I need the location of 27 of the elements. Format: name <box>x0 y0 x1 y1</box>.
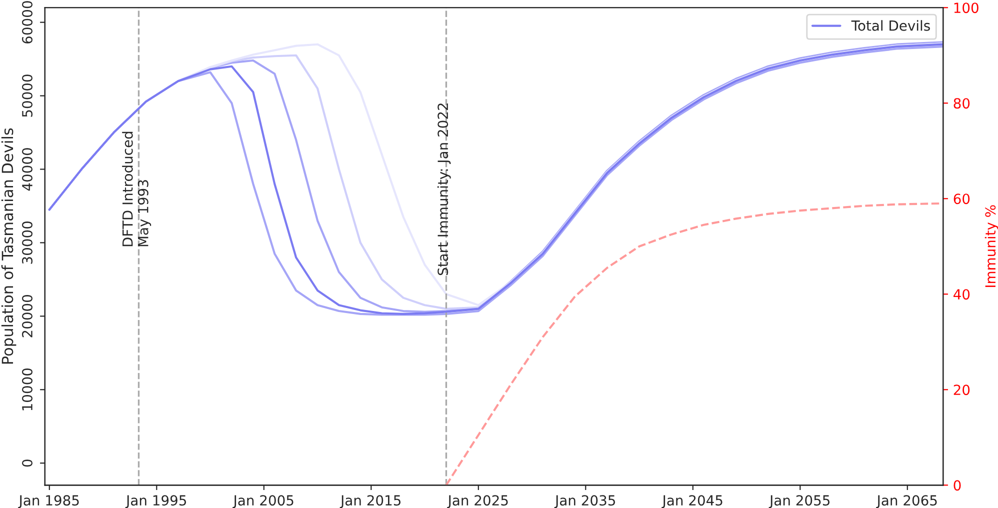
y-tick-label: 10000 <box>22 368 32 410</box>
y-tick-label: 20000 <box>22 295 32 338</box>
x-tick-label: Jan 2025 <box>447 495 508 508</box>
x-tick-label: Jan 2055 <box>768 495 830 508</box>
ref-line-label: DFTD Introduced May 1993 <box>122 132 152 246</box>
y-tick-label: 40000 <box>22 148 32 191</box>
y-tick-label: 30000 <box>22 222 32 264</box>
y2-tick-label: 40 <box>954 289 970 300</box>
x-tick-label: Jan 2015 <box>340 495 401 508</box>
y2-tick-label: 100 <box>954 2 978 14</box>
y2-tick-label: 60 <box>954 194 970 204</box>
y2-tick-label: 80 <box>954 98 970 109</box>
ref-line-label: Start Immunity: Jan 2022 <box>437 104 451 276</box>
y2-tick-label: 0 <box>954 480 961 491</box>
x-tick-label: Jan 2035 <box>554 495 616 508</box>
y2-tick-label: 20 <box>954 384 970 396</box>
y-tick-label: 0 <box>22 460 32 467</box>
x-tick-label: Jan 2065 <box>876 495 937 508</box>
y-axis-title: Population of Tasmanian Devils <box>1 128 16 364</box>
x-tick-label: Jan 1995 <box>125 495 186 508</box>
x-tick-label: Jan 2045 <box>662 495 722 508</box>
legend-label: Total Devils <box>851 20 930 31</box>
x-tick-label: Jan 2005 <box>232 495 294 508</box>
x-tick-label: Jan 1985 <box>18 495 79 508</box>
y-tick-label: 60000 <box>22 1 32 44</box>
y2-axis-title: Immunity % <box>984 205 998 287</box>
y-tick-label: 50000 <box>22 74 32 117</box>
